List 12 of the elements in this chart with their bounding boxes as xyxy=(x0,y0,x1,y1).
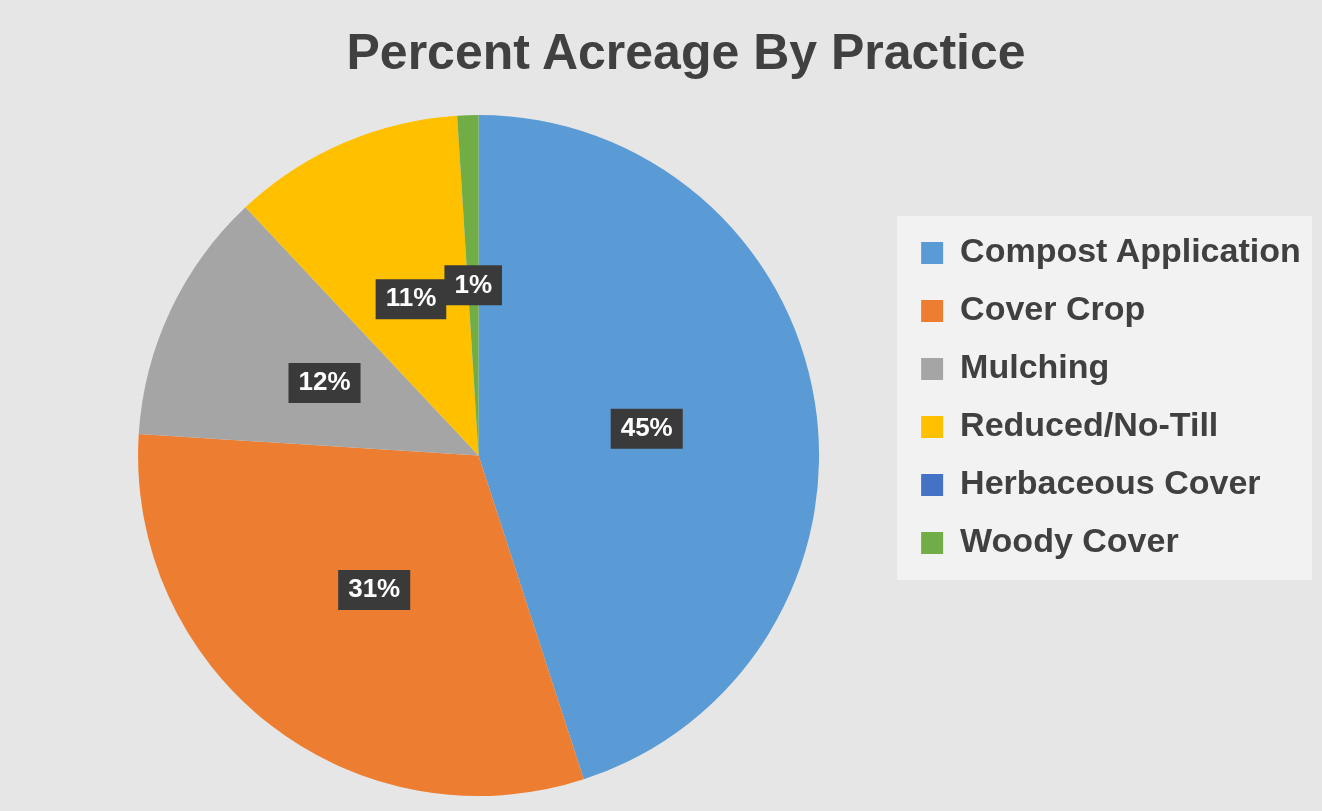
legend-label: Mulching xyxy=(960,347,1110,386)
chart-title: Percent Acreage By Practice xyxy=(346,23,1026,80)
legend-label: Compost Application xyxy=(960,231,1301,270)
data-label: 1% xyxy=(454,268,492,299)
legend-label: Herbaceous Cover xyxy=(960,463,1261,502)
data-label: 31% xyxy=(348,573,401,604)
legend-label: Cover Crop xyxy=(960,289,1146,328)
legend-label: Reduced/No-Till xyxy=(960,405,1219,444)
legend-label: Woody Cover xyxy=(960,521,1179,560)
data-label: 11% xyxy=(385,282,437,313)
data-label: 45% xyxy=(620,412,673,443)
data-label: 12% xyxy=(298,366,351,397)
